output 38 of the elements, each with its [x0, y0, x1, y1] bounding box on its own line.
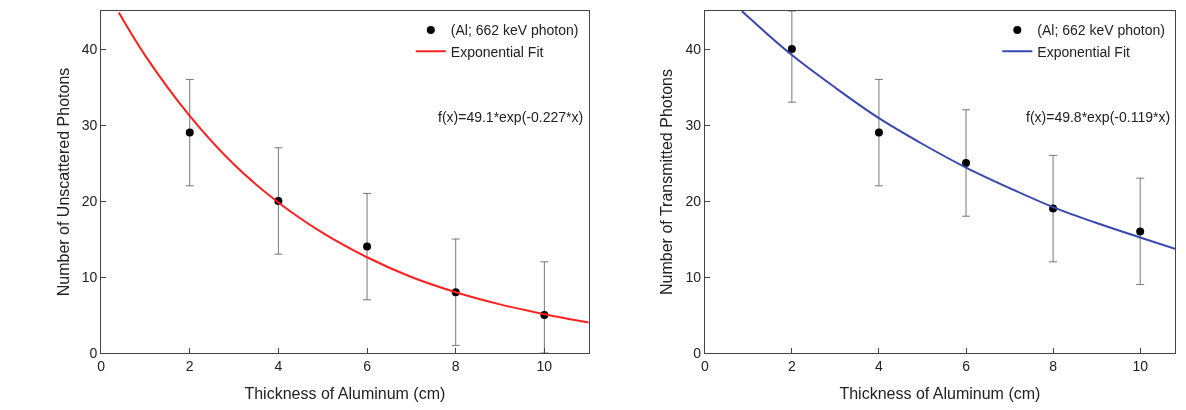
y-tick-label: 0	[89, 344, 98, 361]
legend-label: Exponential Fit	[1037, 43, 1131, 60]
y-tick-label: 0	[693, 344, 702, 361]
annotation: f(x)=49.8*exp(-0.119*x)	[1026, 109, 1171, 125]
legend-label: Exponential Fit	[450, 43, 544, 60]
x-tick-label: 8	[1049, 357, 1058, 374]
point	[787, 45, 796, 53]
point	[1136, 227, 1145, 236]
y-tick-label: 40	[685, 40, 702, 57]
y-tick-label: 20	[685, 192, 702, 209]
x-tick-label: 6	[363, 357, 372, 374]
y-tick-label: 10	[685, 268, 702, 285]
y-tick-label: 30	[685, 116, 702, 133]
x-axis-title: Thickness of Aluminum (cm)	[839, 385, 1041, 403]
x-tick-label: 8	[451, 357, 460, 374]
x-tick-label: 10	[536, 357, 553, 374]
legend-label: (Al; 662 keV photon)	[450, 22, 579, 39]
x-tick-label: 6	[962, 357, 971, 374]
x-tick-label: 4	[274, 357, 283, 374]
y-tick-label: 30	[81, 116, 98, 133]
y-axis-title: Number of Unscattered Photons	[54, 67, 72, 297]
annotation: f(x)=49.1*exp(-0.227*x)	[438, 109, 584, 125]
x-tick-label: 2	[185, 357, 194, 374]
line-series	[117, 11, 589, 324]
y-axis-title: Number of Transmitted Photons	[658, 69, 676, 295]
y-tick-label: 10	[81, 268, 98, 285]
legend-label: (Al; 662 keV photon)	[1037, 22, 1165, 39]
point	[185, 128, 194, 137]
y-tick-label: 40	[81, 40, 98, 57]
x-tick-label: 2	[787, 357, 796, 374]
point	[962, 159, 971, 167]
x-tick-label: 10	[1132, 357, 1149, 374]
point	[363, 242, 372, 251]
x-axis-title: Thickness of Aluminum (cm)	[244, 385, 446, 403]
x-tick-label: 4	[875, 357, 884, 374]
line-series	[740, 11, 1175, 250]
point	[874, 128, 883, 137]
y-tick-label: 20	[81, 192, 98, 209]
